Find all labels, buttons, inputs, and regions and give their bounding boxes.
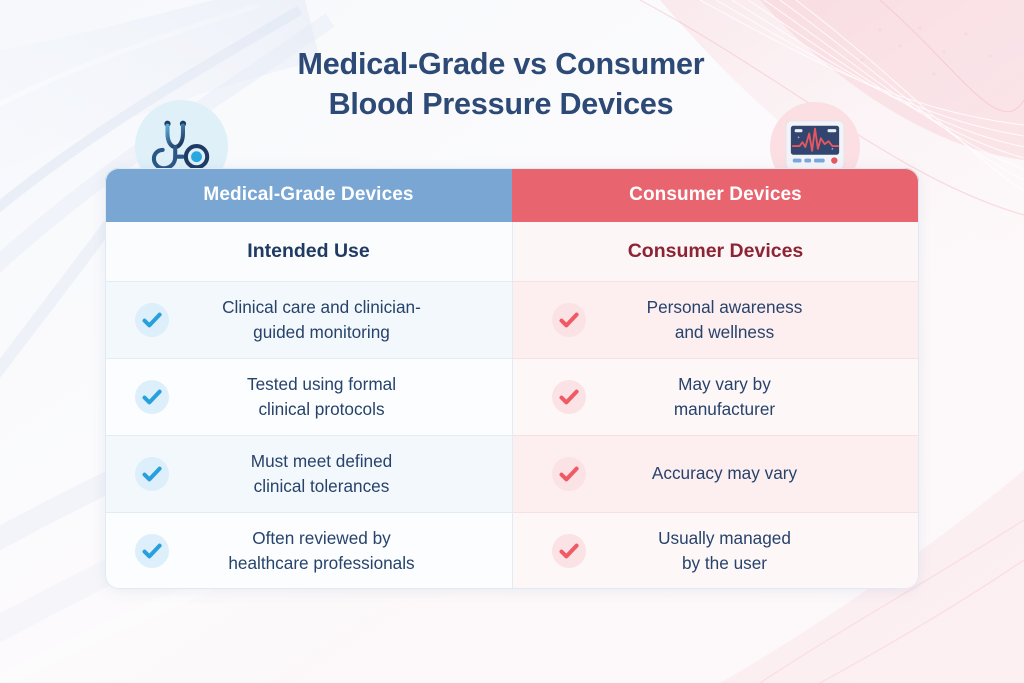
row-1-medical-line-1: Clinical care and clinician-: [222, 296, 421, 317]
row-divider: [512, 512, 919, 513]
row-4-medical-line-2: healthcare professionals: [228, 552, 415, 573]
table-row: Must meet defined clinical tolerances Ac…: [105, 435, 919, 512]
row-4-consumer-line-1: Usually managed: [658, 527, 791, 548]
row-3-consumer-line-1: Accuracy may vary: [651, 463, 798, 483]
row-4-consumer-line-2: by the user: [681, 552, 768, 573]
row-3-consumer-cell: Accuracy may vary: [512, 435, 919, 512]
row-2-medical-cell: Tested using formal clinical protocols: [105, 358, 512, 435]
check-icon: [142, 466, 162, 481]
row-3-medical-line-2: clinical tolerances: [253, 475, 390, 496]
check-icon: [142, 312, 162, 327]
check-icon: [559, 543, 579, 558]
subheader-cell-consumer-devices: Consumer Devices: [512, 222, 919, 281]
table-header-row: Medical-Grade Devices Consumer Devices: [105, 168, 919, 222]
row-divider: [105, 512, 512, 513]
row-4-consumer-cell: Usually managed by the user: [512, 512, 919, 589]
check-icon: [559, 466, 579, 481]
row-divider: [105, 281, 512, 282]
title-line-1: Medical-Grade vs Consumer: [297, 47, 705, 81]
row-divider: [512, 281, 919, 282]
column-divider: [512, 222, 513, 589]
header-cell-consumer: Consumer Devices: [512, 168, 919, 222]
table-subheader-row: Intended Use Consumer Devices: [105, 222, 919, 281]
row-4-medical-text: Often reviewed by healthcare professiona…: [105, 526, 512, 576]
check-icon-wrap-blue: [133, 301, 171, 339]
ecg-monitor-icon: [785, 120, 845, 173]
check-icon-wrap-red: [550, 455, 588, 493]
row-2-consumer-line-1: May vary by: [678, 373, 771, 394]
row-4-medical-line-1: Often reviewed by: [252, 527, 391, 548]
table-row: Clinical care and clinician- guided moni…: [105, 281, 919, 358]
row-3-medical-cell: Must meet defined clinical tolerances: [105, 435, 512, 512]
title-line-2: Blood Pressure Devices: [328, 87, 674, 121]
row-2-medical-line-2: clinical protocols: [258, 398, 385, 419]
row-4-consumer-text: Usually managed by the user: [512, 526, 919, 576]
row-divider: [512, 435, 919, 436]
row-divider: [105, 358, 512, 359]
header-section: Medical-Grade vs Consumer Blood Pressure…: [0, 44, 1024, 193]
row-1-medical-text: Clinical care and clinician- guided moni…: [105, 295, 512, 345]
check-icon-wrap-red: [550, 301, 588, 339]
row-3-medical-text: Must meet defined clinical tolerances: [105, 449, 512, 499]
row-1-consumer-cell: Personal awareness and wellness: [512, 281, 919, 358]
row-3-medical-line-1: Must meet defined: [250, 450, 393, 471]
header-cell-medical-grade: Medical-Grade Devices: [105, 168, 512, 222]
row-2-consumer-line-2: manufacturer: [673, 398, 776, 419]
check-icon-wrap-blue: [133, 378, 171, 416]
row-1-consumer-text: Personal awareness and wellness: [512, 295, 919, 345]
page-title: Medical-Grade vs Consumer Blood Pressure…: [246, 44, 756, 124]
row-1-medical-line-2: guided monitoring: [253, 321, 390, 342]
check-icon-wrap-red: [550, 532, 588, 570]
row-2-medical-line-1: Tested using formal: [246, 373, 397, 394]
row-3-consumer-text: Accuracy may vary: [512, 461, 919, 486]
row-2-consumer-text: May vary by manufacturer: [512, 372, 919, 422]
row-2-consumer-cell: May vary by manufacturer: [512, 358, 919, 435]
stethoscope-icon: [151, 120, 209, 170]
check-icon: [142, 389, 162, 404]
row-divider: [105, 435, 512, 436]
row-divider: [512, 358, 919, 359]
table-row: Tested using formal clinical protocols M…: [105, 358, 919, 435]
row-1-medical-cell: Clinical care and clinician- guided moni…: [105, 281, 512, 358]
row-1-consumer-line-1: Personal awareness: [646, 296, 803, 317]
table-row: Often reviewed by healthcare professiona…: [105, 512, 919, 589]
check-icon: [559, 312, 579, 327]
check-icon-wrap-blue: [133, 455, 171, 493]
row-4-medical-cell: Often reviewed by healthcare professiona…: [105, 512, 512, 589]
check-icon-wrap-red: [550, 378, 588, 416]
row-1-consumer-line-2: and wellness: [674, 321, 775, 342]
comparison-table: Medical-Grade Devices Consumer Devices I…: [105, 168, 919, 589]
check-icon: [142, 543, 162, 558]
check-icon-wrap-blue: [133, 532, 171, 570]
subheader-cell-intended-use: Intended Use: [105, 222, 512, 281]
check-icon: [559, 389, 579, 404]
row-2-medical-text: Tested using formal clinical protocols: [105, 372, 512, 422]
